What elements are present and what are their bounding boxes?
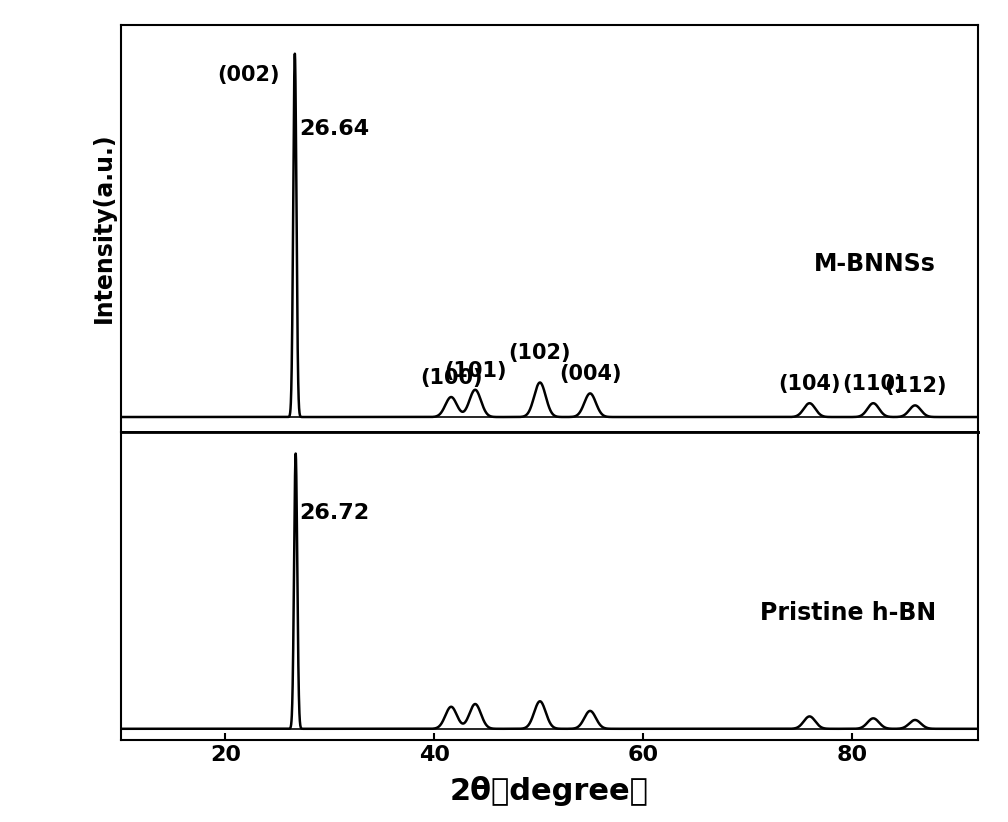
Text: (104): (104) <box>778 374 841 394</box>
Text: 26.64: 26.64 <box>299 119 370 139</box>
Text: (100): (100) <box>420 368 483 388</box>
Text: (110): (110) <box>842 374 904 394</box>
Y-axis label: Intensity(a.u.): Intensity(a.u.) <box>92 133 115 323</box>
Text: M-BNNSs: M-BNNSs <box>814 252 936 276</box>
Text: (004): (004) <box>558 364 621 385</box>
Text: (101): (101) <box>444 361 506 381</box>
Text: (002): (002) <box>218 65 280 85</box>
X-axis label: 2θ（degree）: 2θ（degree） <box>450 776 649 806</box>
Text: 26.72: 26.72 <box>299 503 370 523</box>
Text: (112): (112) <box>884 376 947 396</box>
Text: Pristine h-BN: Pristine h-BN <box>760 601 936 626</box>
Text: (102): (102) <box>509 343 572 363</box>
